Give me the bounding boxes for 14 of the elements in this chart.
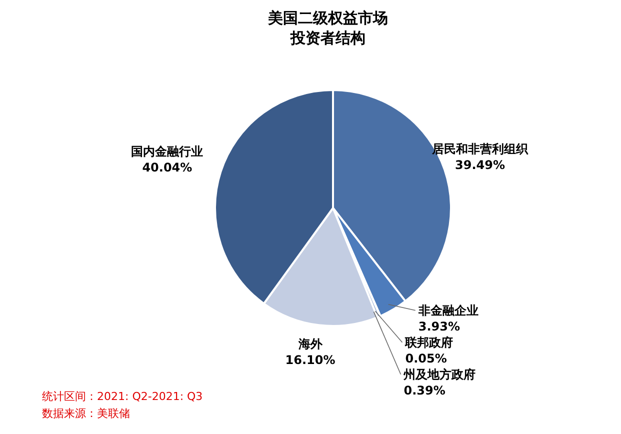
slice-label: 国内金融行业 bbox=[131, 144, 204, 158]
slice-label: 海外 bbox=[297, 336, 324, 351]
slice-label: 州及地方政府 bbox=[402, 367, 476, 382]
slice-label: 非金融企业 bbox=[417, 303, 478, 318]
data-label: 39.49% bbox=[455, 158, 505, 172]
chart-title: 美国二级权益市场投资者结构 bbox=[267, 8, 389, 48]
text: 统计区间：2021: Q2-2021: Q3 bbox=[42, 389, 203, 405]
slice-label: 联邦政府 bbox=[404, 335, 454, 350]
source-note: 数据来源：美联储 bbox=[42, 406, 131, 422]
data-label: 3.93% bbox=[418, 319, 460, 334]
data-label: 0.05% bbox=[405, 351, 447, 366]
data-label: 16.10% bbox=[285, 352, 336, 367]
data-label: 40.04% bbox=[142, 160, 192, 174]
data-label: 0.39% bbox=[404, 383, 446, 398]
